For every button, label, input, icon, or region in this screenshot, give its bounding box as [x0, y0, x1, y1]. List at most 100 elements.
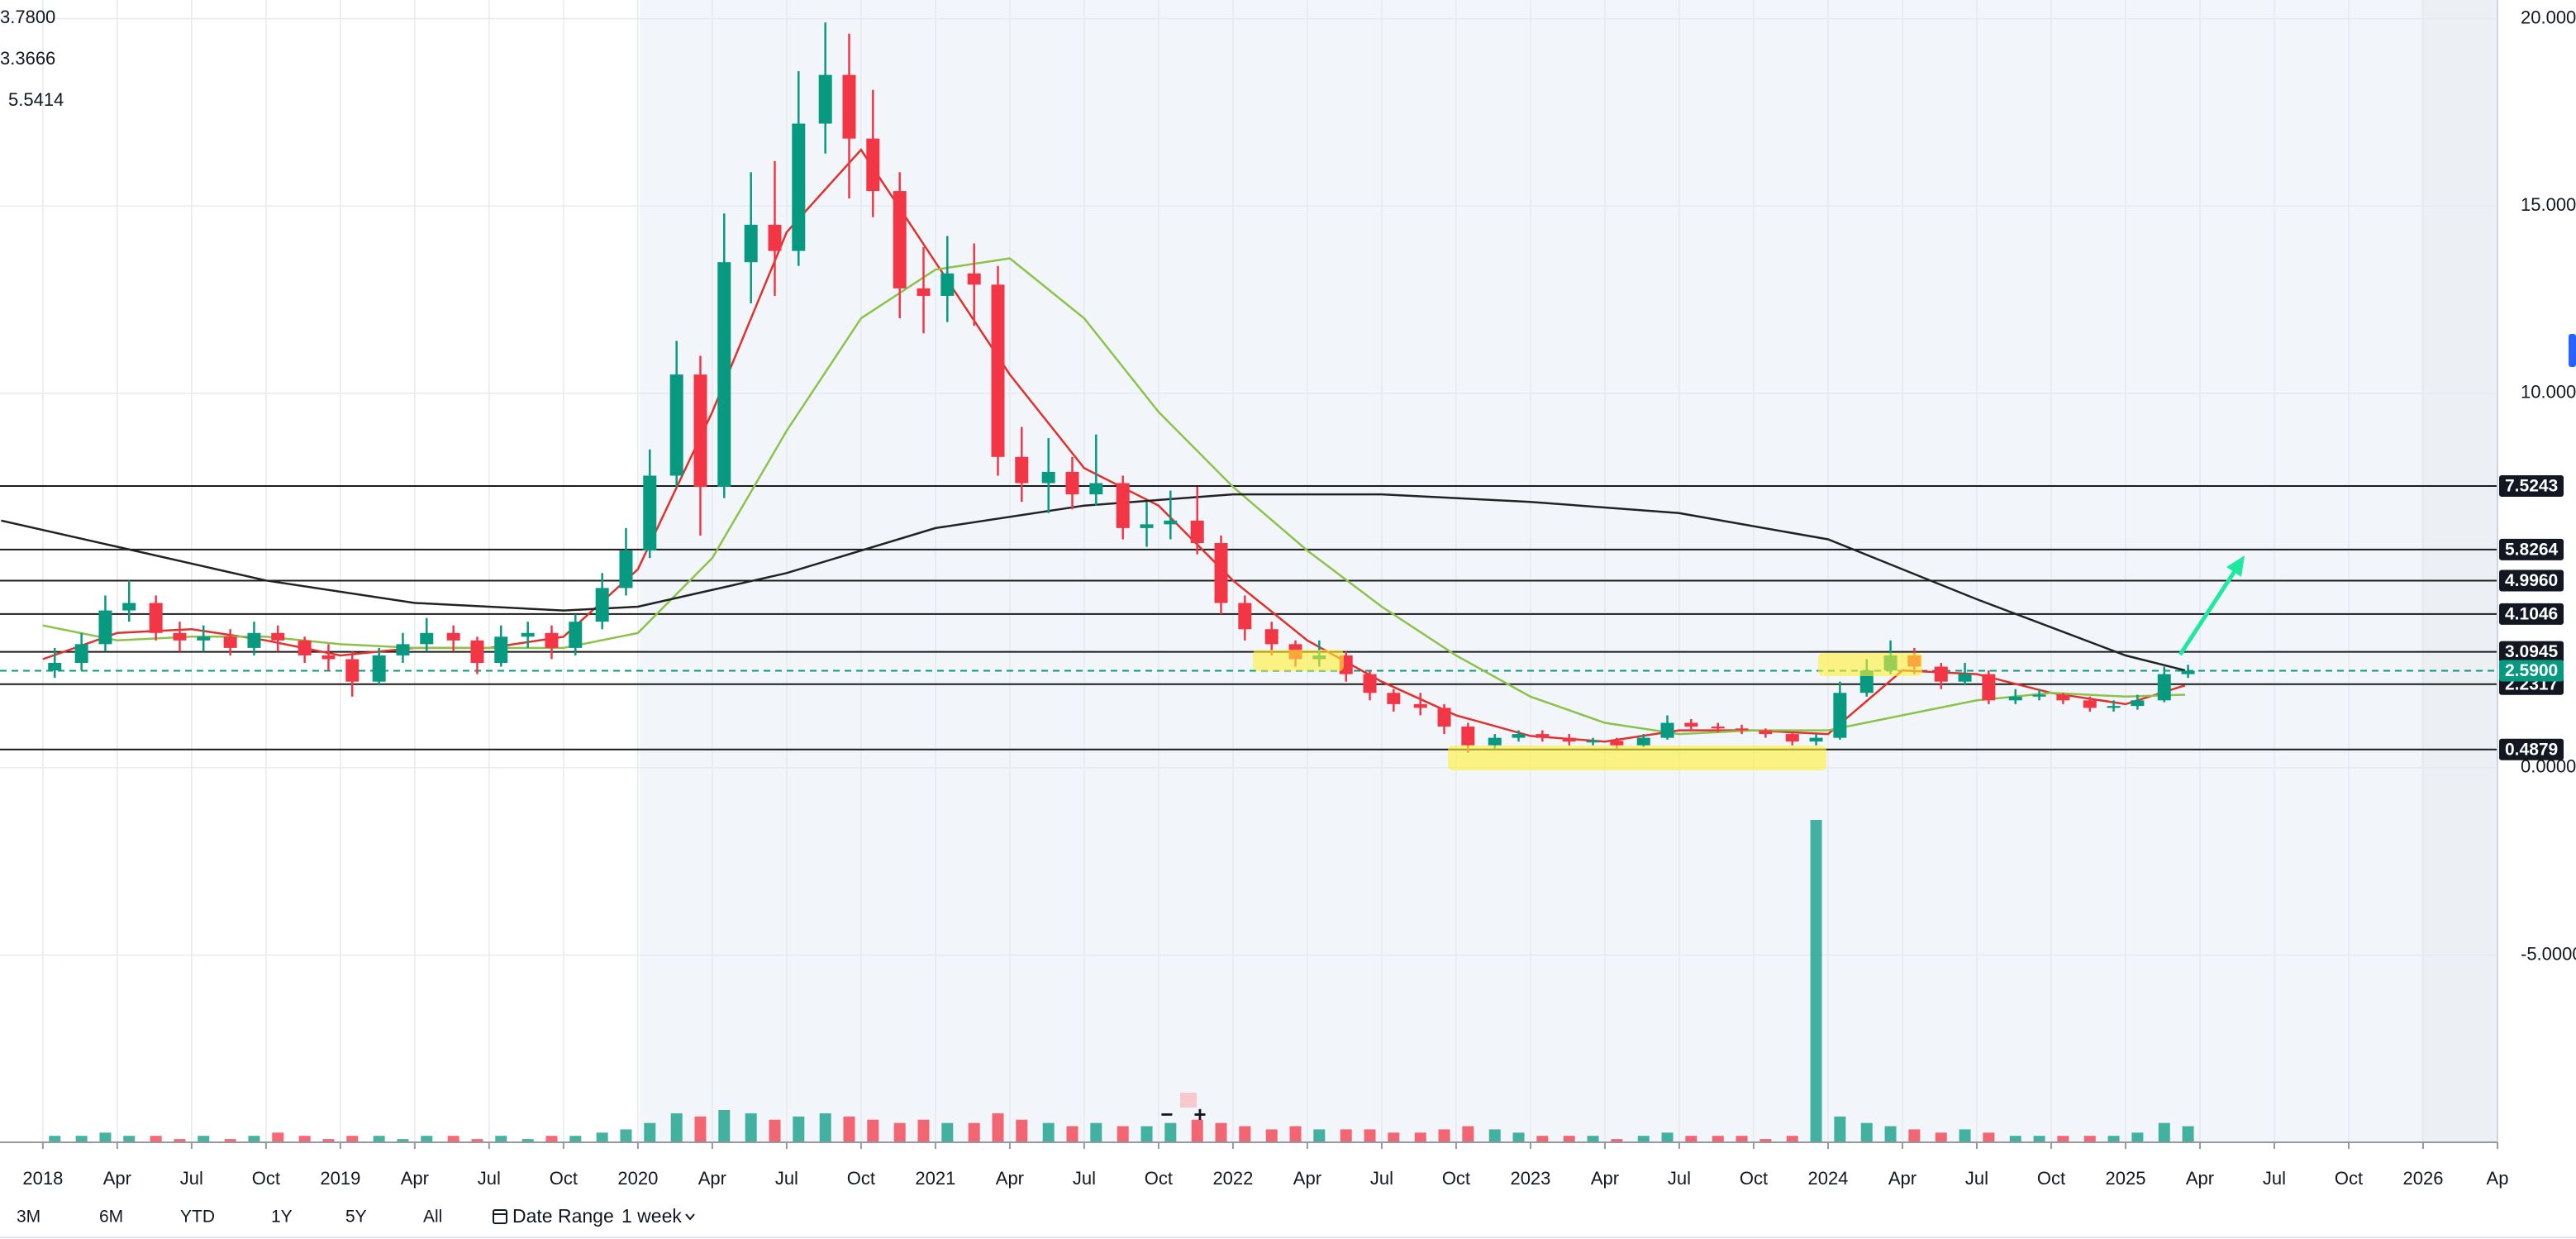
candle-body: [893, 191, 907, 288]
candle-body: [595, 588, 609, 622]
y-tick-label: 10.0000: [2521, 382, 2576, 403]
candle-body: [940, 273, 955, 296]
candle-body: [1264, 629, 1278, 645]
candle-body: [1065, 471, 1079, 495]
candle-body: [1461, 727, 1475, 746]
volume-bar: [49, 1136, 61, 1142]
candle-body: [1140, 524, 1154, 528]
volume-bar: [793, 1116, 805, 1142]
interval-button[interactable]: 1 week: [621, 1205, 682, 1227]
volume-bar: [1563, 1136, 1575, 1142]
candles: [48, 22, 2195, 753]
x-tick-label: Apr: [1293, 1168, 1321, 1189]
candle-body: [1610, 741, 1624, 746]
level-label: 3.0945: [2505, 642, 2559, 661]
volume-bar: [843, 1116, 855, 1142]
candle-body: [619, 550, 633, 589]
x-tick-label: Oct: [1145, 1168, 1173, 1189]
volume-bar: [1042, 1122, 1055, 1142]
candle-body: [792, 123, 806, 251]
highlight: [1448, 746, 1826, 770]
x-tick-label: Oct: [847, 1168, 875, 1189]
x-tick-label: 2024: [1807, 1168, 1848, 1189]
candle-body: [470, 640, 484, 664]
candle-body: [2157, 674, 2171, 701]
volume-bar: [2083, 1136, 2096, 1142]
y-tick-label: 15.0000: [2521, 194, 2576, 215]
last-price-label: 2.5900: [2505, 661, 2558, 680]
zoom-out[interactable]: −: [1160, 1102, 1173, 1127]
candle-body: [1785, 734, 1799, 742]
candle-body: [669, 374, 683, 476]
volume-bar: [1661, 1132, 1674, 1142]
chevron: [685, 1213, 695, 1221]
x-tick-label: Oct: [550, 1168, 578, 1189]
range-button[interactable]: 1Y: [271, 1208, 293, 1227]
volume-bar: [644, 1122, 656, 1142]
date-range-button[interactable]: Date Range: [512, 1205, 614, 1227]
candle-body: [991, 284, 1005, 457]
volume-bar: [272, 1132, 284, 1142]
volume-bar: [867, 1119, 879, 1142]
grid: [0, 0, 2498, 1142]
candle-body: [372, 655, 386, 682]
volume-bar: [1983, 1132, 1995, 1142]
volume-bar: [1164, 1122, 1177, 1142]
volume-bar: [1462, 1126, 1474, 1142]
candle-body: [1711, 727, 1725, 729]
volume-bar: [545, 1136, 558, 1142]
volume-bar: [620, 1129, 632, 1142]
volume-bar: [769, 1119, 781, 1142]
side-tab[interactable]: [2569, 334, 2576, 367]
candle-body: [545, 632, 559, 648]
volume-bar: [1066, 1126, 1078, 1142]
x-tick-label: Apr: [698, 1168, 726, 1189]
candle-body: [197, 636, 211, 641]
x-tick-label: Apr: [103, 1168, 131, 1189]
volume-bar: [745, 1113, 757, 1142]
candle-body: [842, 74, 856, 139]
volume-bar: [1364, 1129, 1376, 1142]
x-tick-label: Oct: [252, 1168, 280, 1189]
x-tick-label: 2026: [2403, 1168, 2444, 1189]
candle-body: [223, 636, 237, 648]
range-button[interactable]: 6M: [99, 1208, 123, 1227]
level-label-box: [2499, 641, 2564, 663]
volume-bar: [1786, 1136, 1798, 1142]
range-button[interactable]: YTD: [180, 1208, 215, 1227]
candle-body: [271, 632, 285, 641]
zoom-in[interactable]: +: [1193, 1102, 1206, 1127]
candle-body: [1636, 737, 1650, 746]
level-label: 4.9960: [2505, 571, 2558, 590]
candle-body: [866, 138, 880, 192]
x-tick-label: Apr: [401, 1168, 429, 1189]
volume-bar: [1810, 820, 1822, 1142]
candle-body: [717, 262, 731, 488]
range-button[interactable]: All: [423, 1208, 442, 1227]
x-tick-label: 2021: [915, 1168, 955, 1189]
candle-body: [1833, 693, 1847, 738]
volume-bar: [1414, 1132, 1426, 1142]
volume-bar: [694, 1116, 707, 1142]
range-button[interactable]: 5Y: [345, 1208, 367, 1227]
volume-bar: [968, 1122, 980, 1142]
range-button[interactable]: 3M: [17, 1208, 40, 1227]
volume-bar: [322, 1139, 335, 1142]
level-label-box: [2499, 474, 2564, 497]
level-label: 5.8264: [2505, 540, 2559, 559]
candle-body: [48, 663, 62, 671]
candle-body: [643, 475, 657, 551]
volume-bar: [471, 1139, 483, 1142]
x-tick-label: Jul: [180, 1168, 203, 1189]
future-shade: [2421, 0, 2497, 1142]
volume-bar: [495, 1136, 507, 1142]
candle-body: [2107, 706, 2121, 708]
volume-bar: [1340, 1129, 1352, 1142]
candle-body: [173, 632, 187, 641]
candle-body: [1809, 737, 1823, 742]
candle-body: [1089, 483, 1103, 495]
candle-body: [1238, 603, 1252, 630]
candle-body: [2032, 694, 2046, 697]
candle-body: [446, 632, 460, 641]
volume-bar: [1090, 1122, 1102, 1142]
